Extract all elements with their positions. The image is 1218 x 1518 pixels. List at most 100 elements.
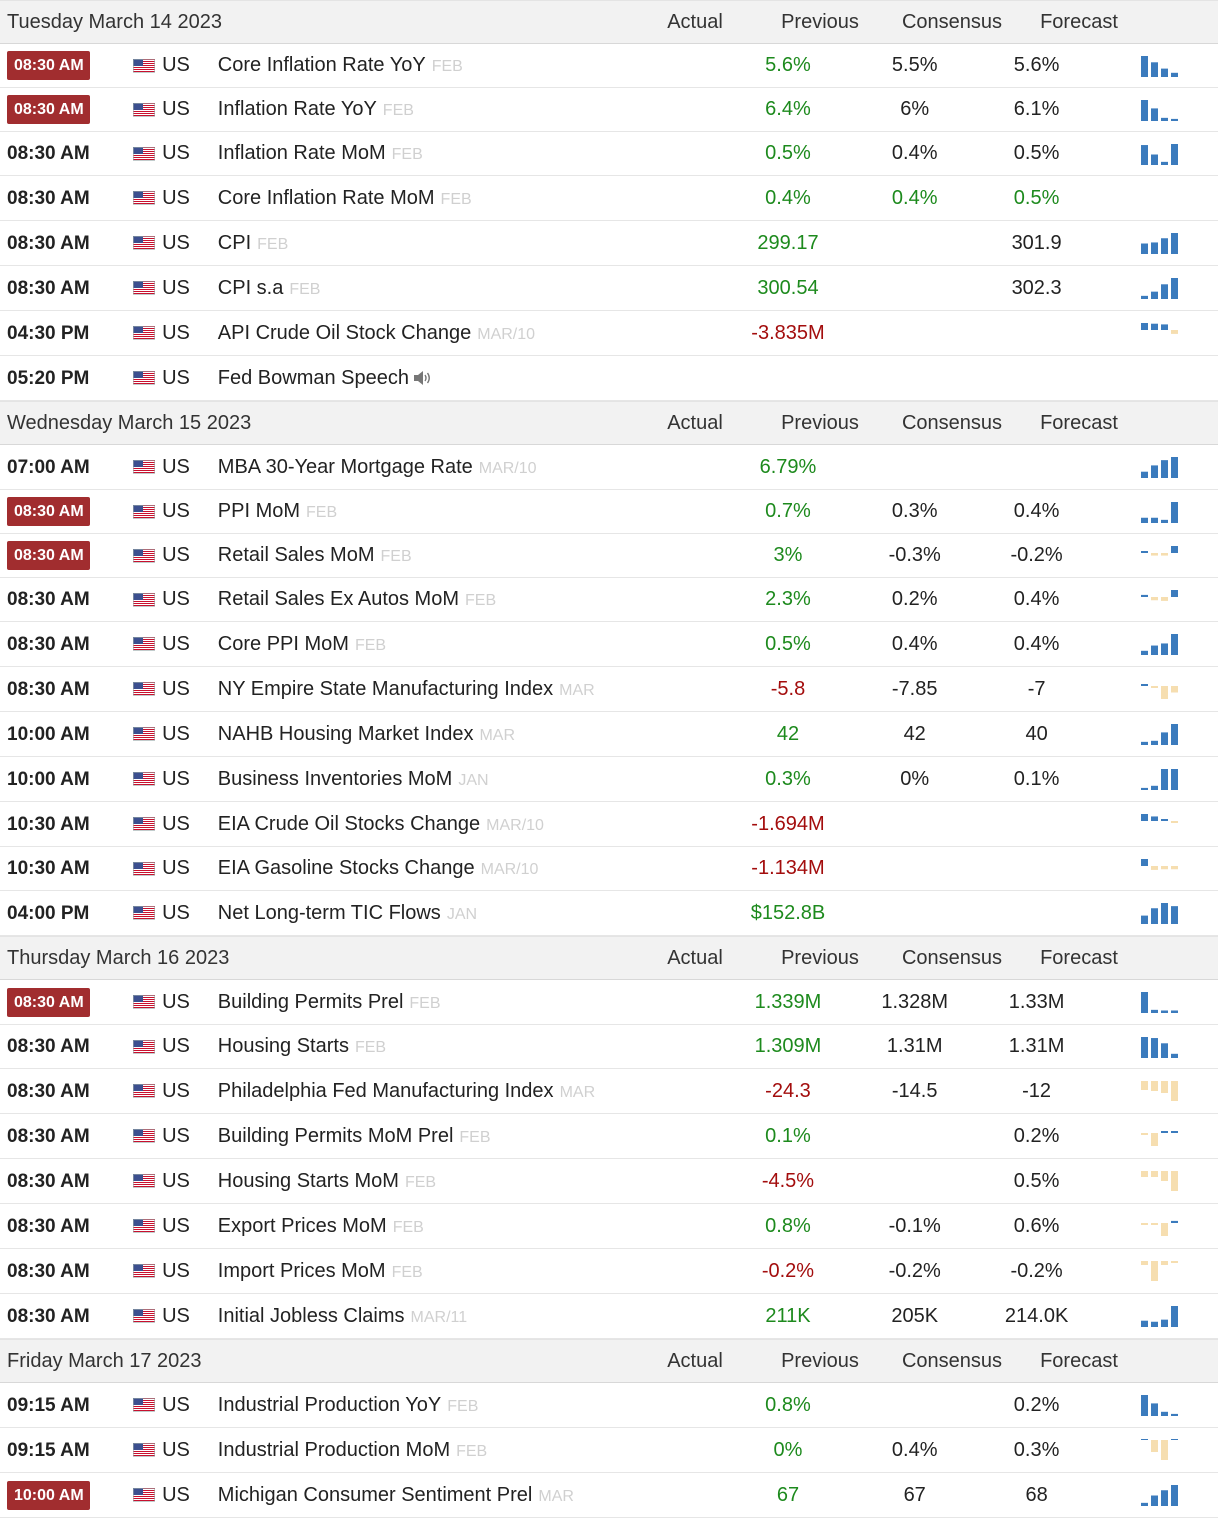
sparkline-cell[interactable] [1099, 589, 1218, 611]
event-name-link[interactable]: Inflation Rate YoY [217, 98, 377, 120]
event-row[interactable]: 10:00 AM US NAHB Housing Market Index MAR 42… [0, 712, 1218, 757]
event-row[interactable]: 08:30 AM US Core Inflation Rate YoY FEB 5.6%… [0, 44, 1218, 88]
sparkline-cell[interactable] [1099, 991, 1218, 1013]
event-row[interactable]: 04:30 PM US API Crude Oil Stock Change MAR/… [0, 311, 1218, 356]
event-row[interactable]: 08:30 AM US Retail Sales Ex Autos MoM FEB 2.… [0, 578, 1218, 622]
event-name-link[interactable]: EIA Crude Oil Stocks Change [217, 812, 481, 835]
sparkline-cell[interactable] [1099, 277, 1218, 299]
event-row[interactable]: 08:30 AM US Housing Starts FEB 1.309M 1.31M 1.… [0, 1025, 1218, 1069]
event-name-link[interactable]: Housing Starts MoM [217, 1169, 399, 1192]
event-row[interactable]: 08:30 AM US Inflation Rate YoY FEB 6.4% 6% 6.1… [0, 88, 1218, 132]
event-row[interactable]: 09:15 AM US Industrial Production YoY FEB 0.… [0, 1383, 1218, 1428]
event-name-link[interactable]: Retail Sales Ex Autos MoM [217, 588, 459, 610]
event-row[interactable]: 08:30 AM US Export Prices MoM FEB 0.8% -0.1% 0… [0, 1204, 1218, 1249]
sparkline-cell[interactable] [1099, 1260, 1218, 1282]
sparkline-cell[interactable] [1099, 1125, 1218, 1147]
event-row[interactable]: 08:30 AM US NY Empire State Manufacturing … [0, 667, 1218, 712]
sparkline-cell[interactable] [1099, 545, 1218, 567]
sparkline-cell[interactable] [1099, 858, 1218, 880]
event-row[interactable]: 08:30 AM US Initial Jobless Claims MAR/11 21… [0, 1294, 1218, 1339]
event-row[interactable]: 10:00 AM US Business Inventories MoM JAN 0.3… [0, 757, 1218, 802]
sparkline-cell[interactable] [1099, 1080, 1218, 1102]
event-row[interactable]: 08:30 AM US Inflation Rate MoM FEB 0.5% 0.4% 0… [0, 132, 1218, 176]
event-time: 07:00 AM [7, 456, 90, 478]
event-name-link[interactable]: CPI s.a [217, 276, 284, 299]
event-row[interactable]: 08:30 AM US CPI s.a FEB 300.54 302.3 [0, 266, 1218, 311]
sparkline-cell[interactable] [1099, 1439, 1218, 1461]
event-name-link[interactable]: Import Prices MoM [217, 1259, 386, 1282]
us-flag-icon [133, 191, 156, 205]
event-name-link[interactable]: Philadelphia Fed Manufacturing Index [217, 1079, 554, 1102]
event-name-link[interactable]: Net Long-term TIC Flows [217, 901, 441, 924]
sparkline-cell[interactable] [1099, 768, 1218, 790]
event-row[interactable]: 08:30 AM US Housing Starts MoM FEB -4.5% 0.5% [0, 1159, 1218, 1204]
sparkline-cell[interactable] [1099, 1484, 1218, 1506]
sparkline-cell[interactable] [1099, 1170, 1218, 1192]
event-row[interactable]: 09:15 AM US Industrial Production MoM FEB 0%… [0, 1428, 1218, 1473]
event-row[interactable]: 10:30 AM US EIA Gasoline Stocks Change MAR/… [0, 847, 1218, 891]
event-name-link[interactable]: Building Permits MoM Prel [217, 1124, 454, 1147]
event-row[interactable]: 10:00 AM US Michigan Consumer Sentiment Pr… [0, 1473, 1218, 1518]
event-row[interactable]: 08:30 AM US Core Inflation Rate MoM FEB 0.4%… [0, 176, 1218, 221]
event-row[interactable]: 08:30 AM US Philadelphia Fed Manufacturing… [0, 1069, 1218, 1114]
event-name-link[interactable]: NY Empire State Manufacturing Index [217, 677, 554, 700]
sparkline-bar [1170, 1220, 1178, 1223]
event-name-link[interactable]: NAHB Housing Market Index [217, 722, 474, 745]
sparkline-cell[interactable] [1099, 1394, 1218, 1416]
country-cell: US [125, 1305, 212, 1328]
event-name-link[interactable]: CPI [217, 231, 252, 254]
event-row[interactable]: 08:30 AM US Retail Sales MoM FEB 3% -0.3% -0.2… [0, 534, 1218, 578]
sparkline-cell[interactable] [1099, 322, 1218, 344]
event-row[interactable]: 08:30 AM US PPI MoM FEB 0.7% 0.3% 0.4% [0, 490, 1218, 534]
sparkline-cell[interactable] [1099, 143, 1218, 165]
event-name-link[interactable]: Retail Sales MoM [217, 544, 375, 566]
event-reference-period: FEB [440, 190, 472, 208]
event-row[interactable]: 08:30 AM US Building Permits Prel FEB 1.339M… [0, 980, 1218, 1025]
event-name-link[interactable]: Housing Starts [217, 1035, 349, 1057]
event-name-link[interactable]: Initial Jobless Claims [217, 1304, 405, 1327]
event-name-link[interactable]: Building Permits Prel [217, 990, 404, 1013]
event-name-link[interactable]: Inflation Rate MoM [217, 142, 386, 164]
sparkline-cell[interactable] [1099, 55, 1218, 77]
sparkline-bar [1140, 814, 1148, 821]
event-row[interactable]: 08:30 AM US Building Permits MoM Prel FEB 0.… [0, 1114, 1218, 1159]
sparkline-cell[interactable] [1099, 723, 1218, 745]
event-name-link[interactable]: Business Inventories MoM [217, 767, 453, 790]
event-name-link[interactable]: Core PPI MoM [217, 632, 349, 655]
sparkline-cell[interactable] [1099, 902, 1218, 924]
event-row[interactable]: 07:00 AM US MBA 30-Year Mortgage Rate MAR/1… [0, 445, 1218, 490]
event-name-link[interactable]: Core Inflation Rate MoM [217, 186, 435, 209]
event-name-link[interactable]: Export Prices MoM [217, 1214, 387, 1237]
event-row[interactable]: 05:20 PM US Fed Bowman Speech [0, 356, 1218, 401]
event-name-link[interactable]: Michigan Consumer Sentiment Prel [217, 1483, 533, 1506]
event-row[interactable]: 08:30 AM US CPI FEB 299.17 301.9 [0, 221, 1218, 266]
sparkline-cell[interactable] [1099, 813, 1218, 835]
event-reference-period: FEB [465, 592, 497, 609]
event-name-link[interactable]: Industrial Production MoM [217, 1438, 451, 1461]
sparkline-cell[interactable] [1099, 99, 1218, 121]
event-name-link[interactable]: Fed Bowman Speech [217, 366, 410, 389]
previous-value: -4.5% [761, 1169, 815, 1192]
event-name-link[interactable]: EIA Gasoline Stocks Change [217, 857, 475, 879]
sparkline-cell[interactable] [1099, 456, 1218, 478]
event-name-link[interactable]: API Crude Oil Stock Change [217, 321, 472, 344]
sparkline-cell[interactable] [1099, 1305, 1218, 1327]
previous-value: 67 [776, 1483, 800, 1506]
sparkline-cell[interactable] [1099, 633, 1218, 655]
event-row[interactable]: 04:00 PM US Net Long-term TIC Flows JAN $152… [0, 891, 1218, 936]
event-row[interactable]: 10:30 AM US EIA Crude Oil Stocks Change MAR… [0, 802, 1218, 847]
country-cell: US [125, 1215, 212, 1238]
sparkline-bar [1160, 596, 1168, 601]
sparkline-cell[interactable] [1099, 1036, 1218, 1058]
sparkline-cell[interactable] [1099, 232, 1218, 254]
sparkline-cell[interactable] [1099, 1215, 1218, 1237]
sparkline-cell[interactable] [1099, 678, 1218, 700]
sparkline-bar [1170, 1439, 1178, 1440]
event-name-link[interactable]: Industrial Production YoY [217, 1393, 442, 1416]
event-name-link[interactable]: PPI MoM [217, 500, 301, 522]
sparkline-cell[interactable] [1099, 501, 1218, 523]
event-row[interactable]: 08:30 AM US Import Prices MoM FEB -0.2% -0.2%… [0, 1249, 1218, 1294]
event-row[interactable]: 08:30 AM US Core PPI MoM FEB 0.5% 0.4% 0.4% [0, 622, 1218, 667]
event-name-link[interactable]: MBA 30-Year Mortgage Rate [217, 455, 473, 478]
event-name-link[interactable]: Core Inflation Rate YoY [217, 54, 426, 76]
